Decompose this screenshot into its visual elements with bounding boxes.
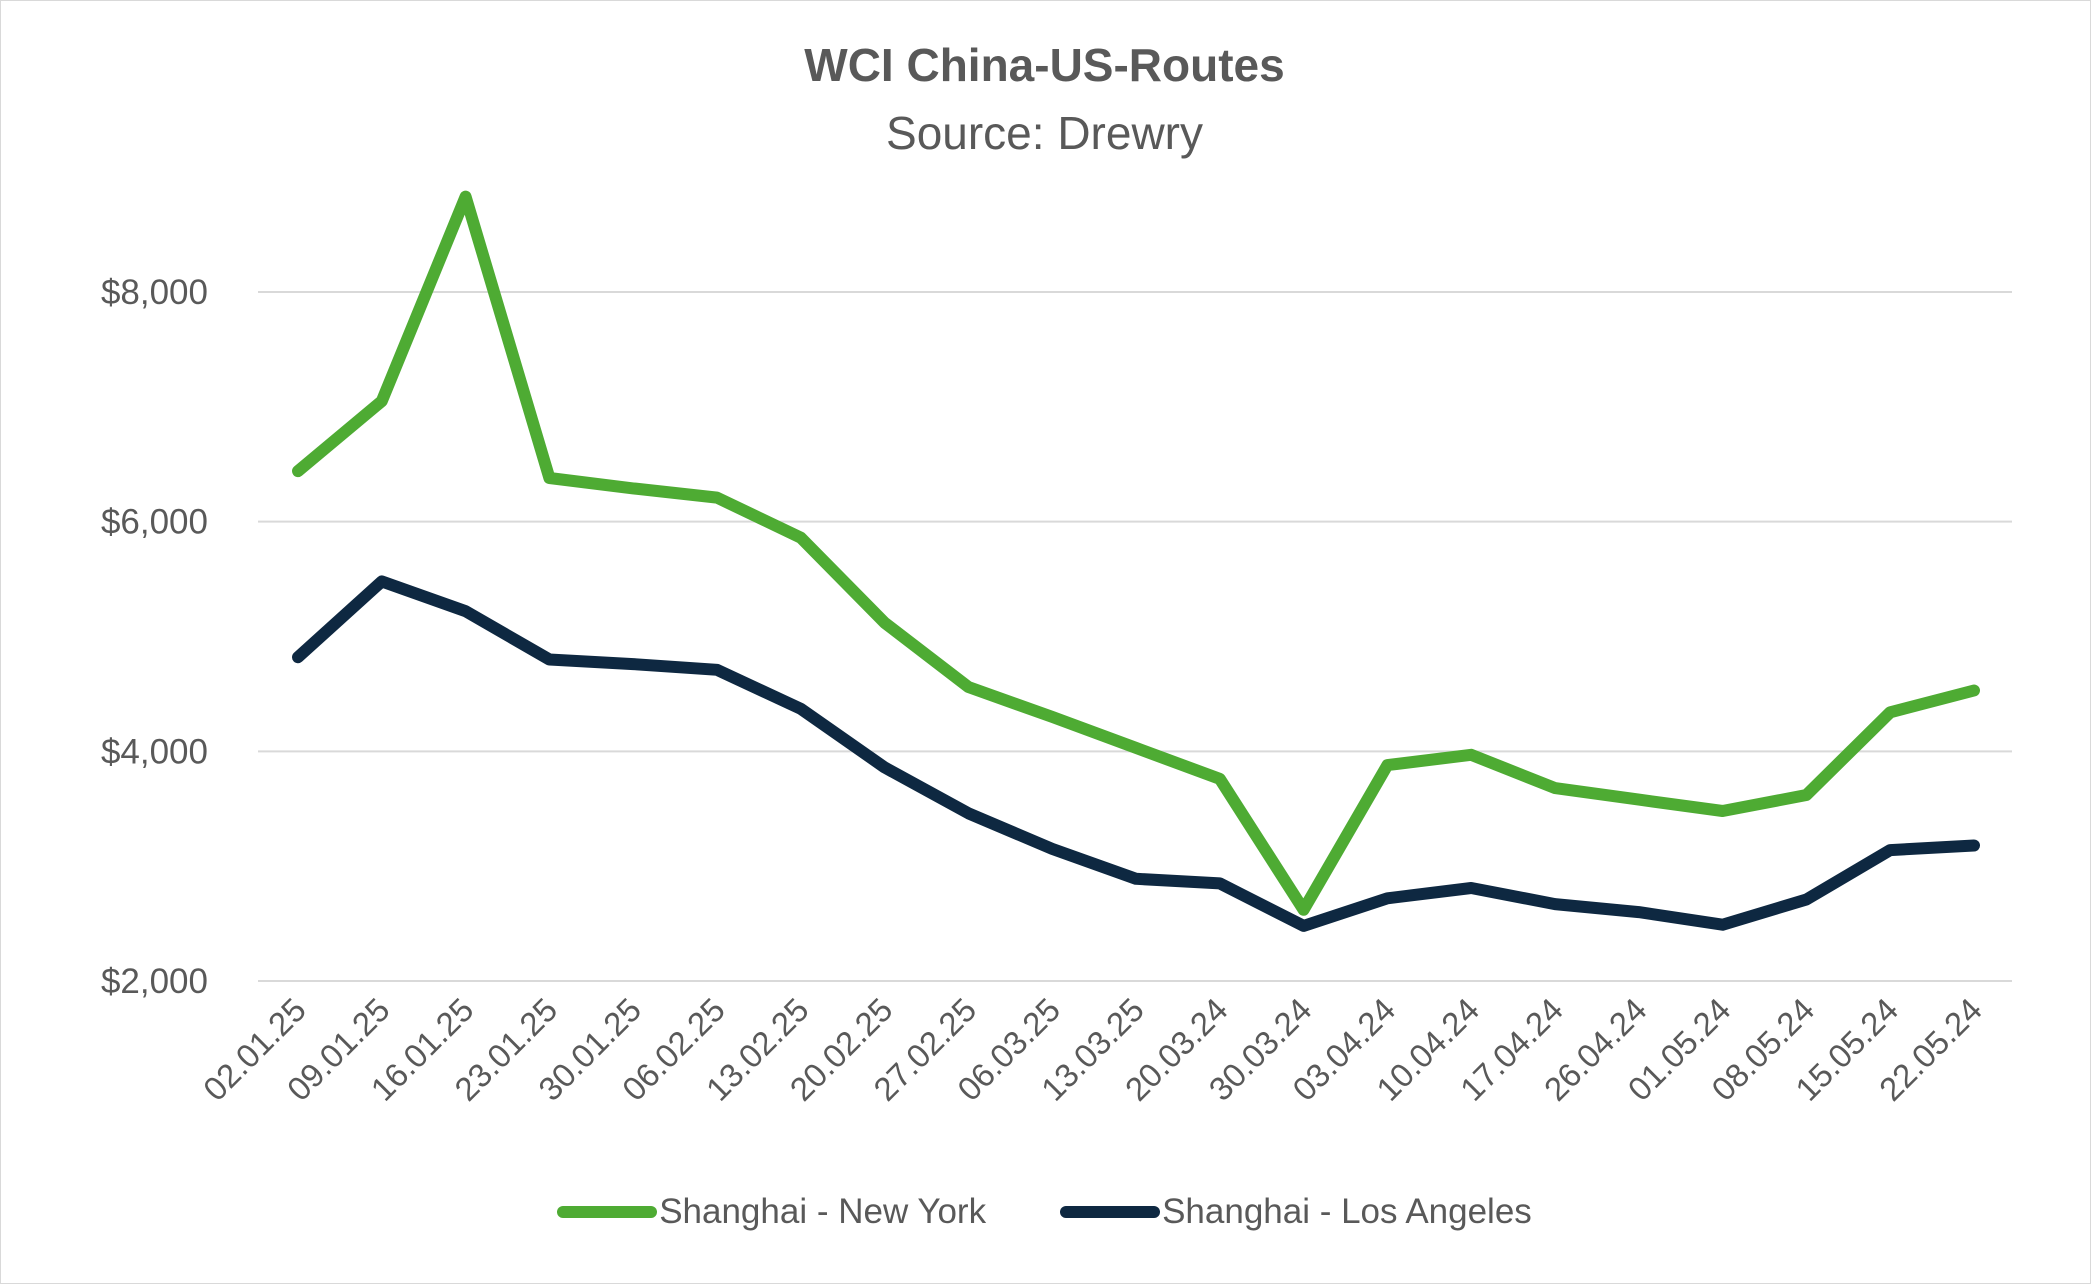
legend-item-new-york: Shanghai - New York <box>557 1192 986 1232</box>
series-lines <box>292 190 1980 932</box>
legend-swatch-los-angeles <box>1060 1206 1161 1218</box>
chart-subtitle: Source: Drewry <box>886 107 1203 159</box>
chart-title: WCI China-US-Routes <box>804 39 1285 91</box>
series-line-los-angeles <box>292 575 1980 932</box>
x-axis-ticks: 02.01.2509.01.2516.01.2523.01.2530.01.25… <box>196 991 1989 1108</box>
y-tick-label: $8,000 <box>101 273 208 312</box>
y-axis-ticks: $2,000 $4,000 $6,000 $8,000 <box>101 273 208 1001</box>
series-line-new-york <box>292 190 1980 916</box>
legend-item-los-angeles: Shanghai - Los Angeles <box>1060 1192 1532 1232</box>
y-tick-label: $6,000 <box>101 503 208 542</box>
legend-label-new-york: Shanghai - New York <box>659 1192 987 1231</box>
legend: Shanghai - New York Shanghai - Los Angel… <box>0 1192 2089 1232</box>
legend-swatch-new-york <box>557 1206 658 1218</box>
y-tick-label: $2,000 <box>101 962 208 1001</box>
legend-label-los-angeles: Shanghai - Los Angeles <box>1162 1192 1532 1231</box>
y-tick-label: $4,000 <box>101 732 208 771</box>
